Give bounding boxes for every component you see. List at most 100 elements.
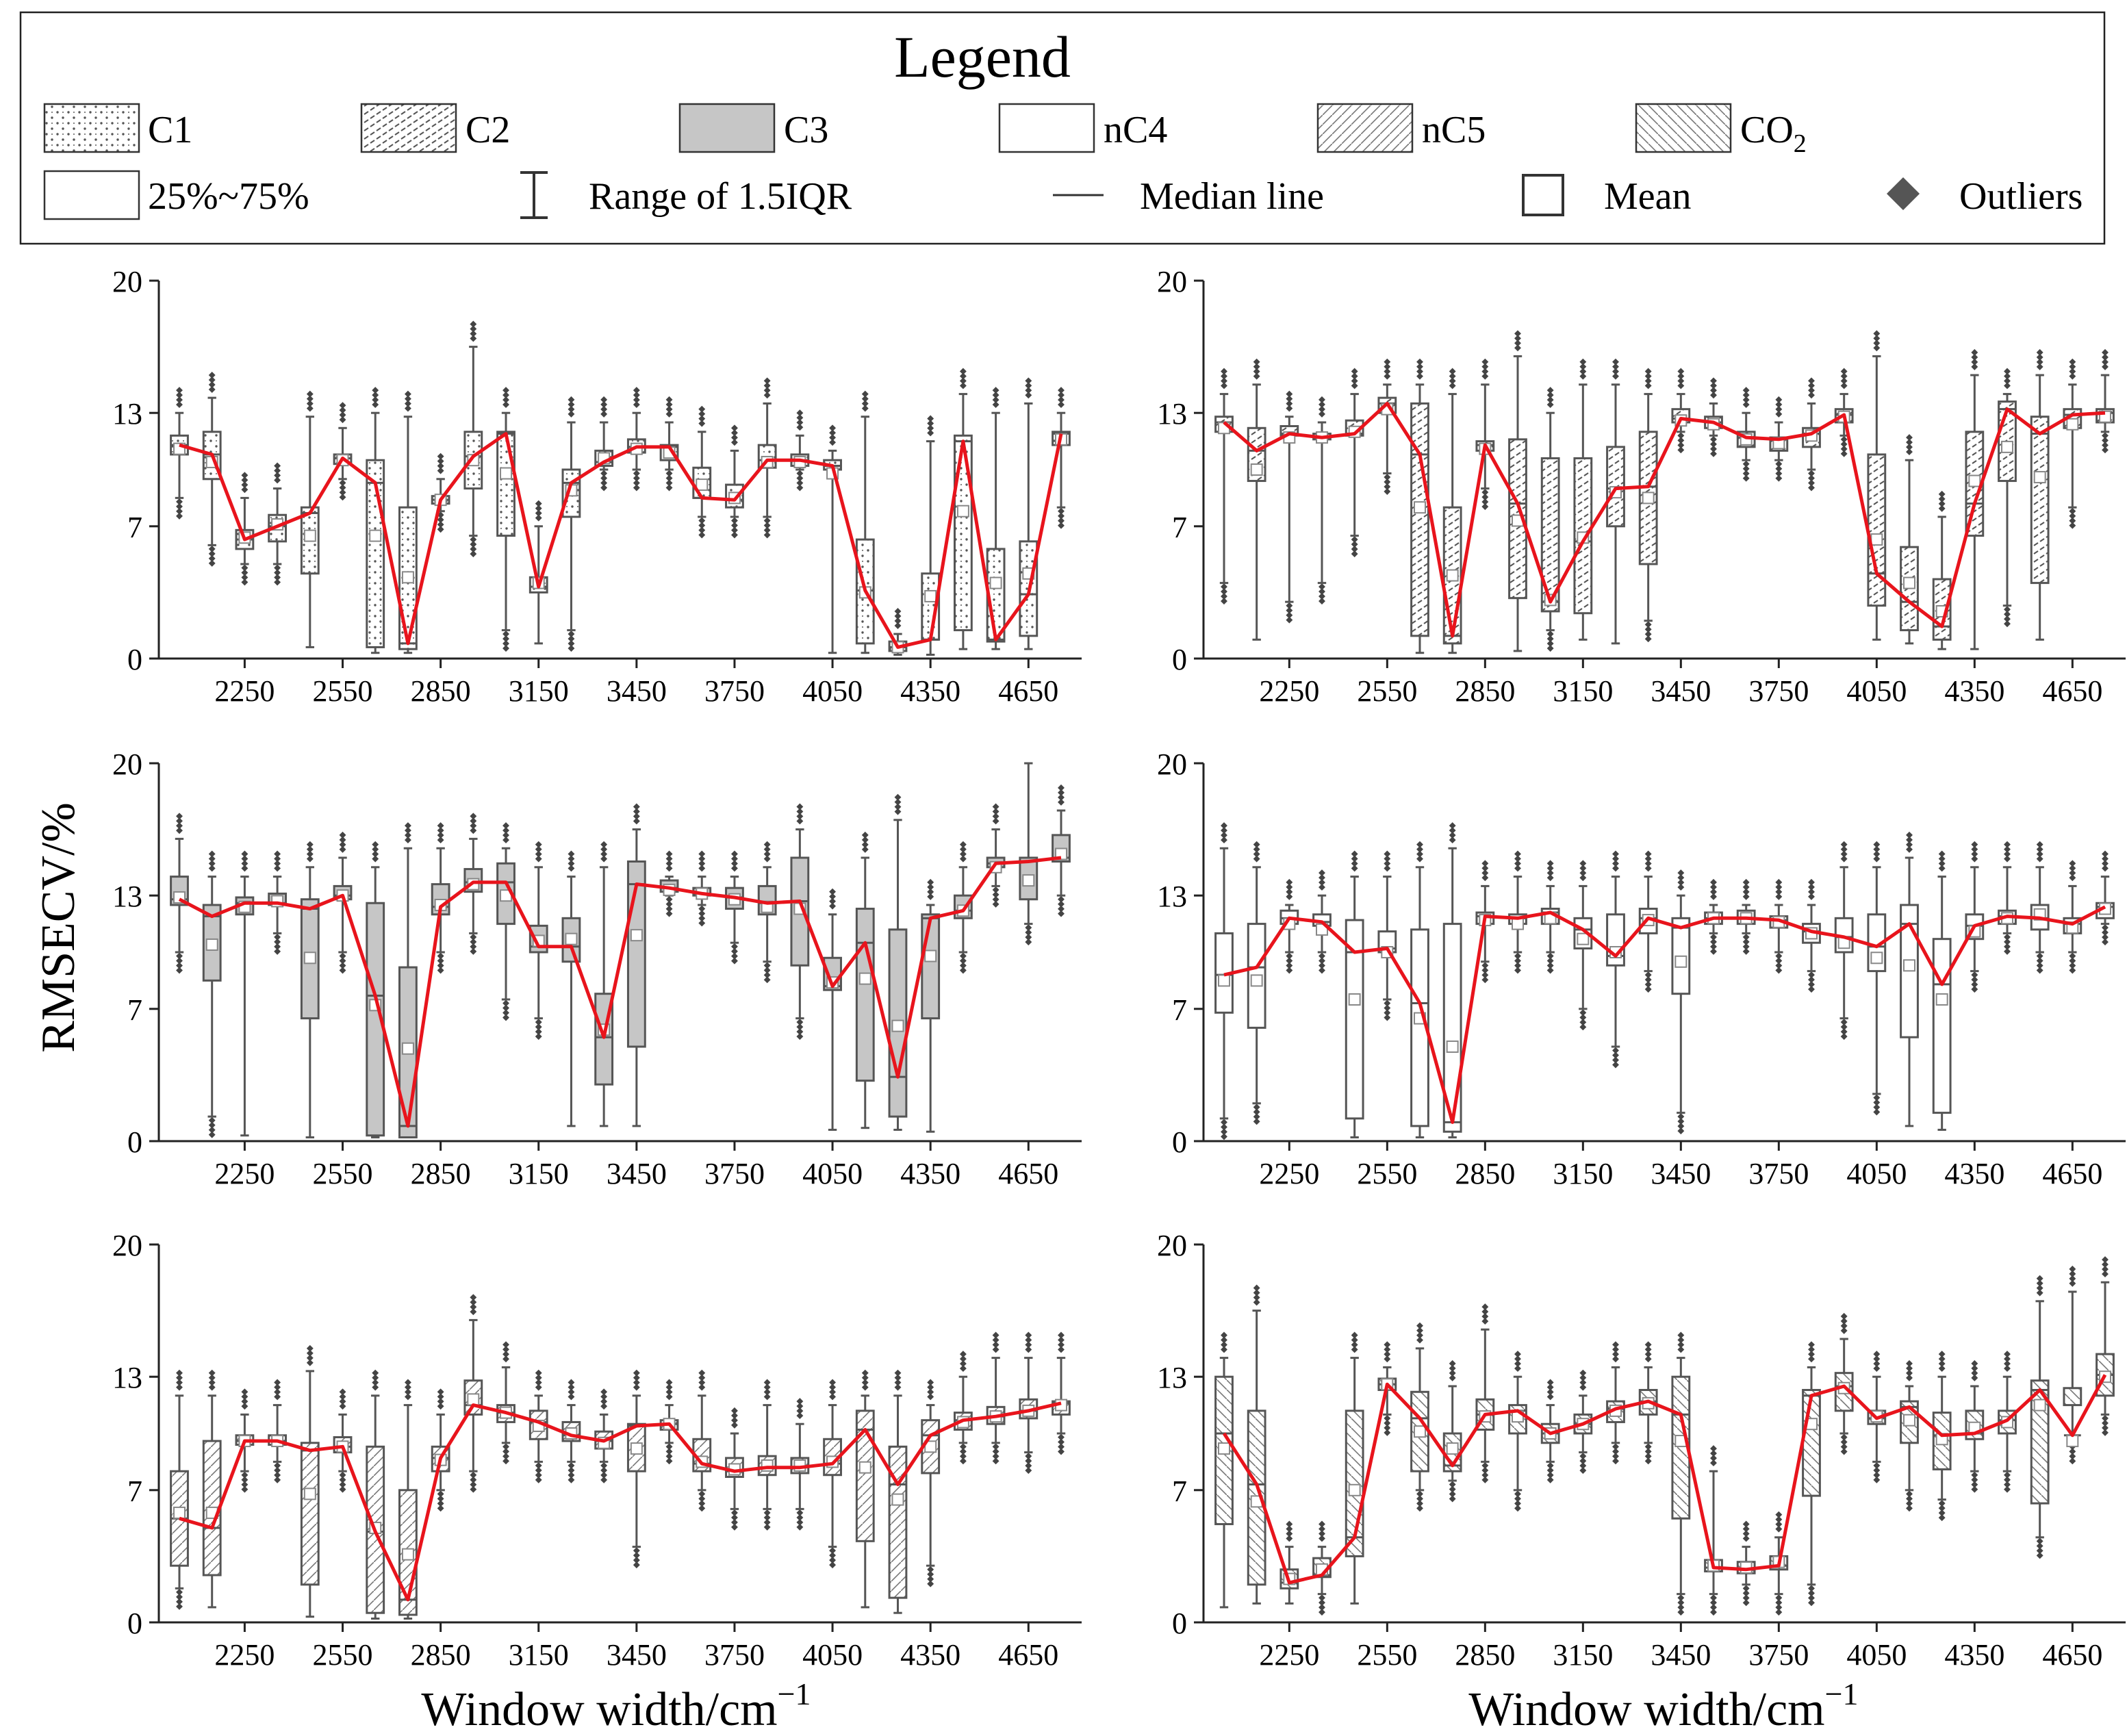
box-2450 [300, 1344, 320, 1618]
outlier-point [404, 1393, 411, 1401]
outlier-point [731, 434, 738, 442]
outlier-point [1840, 1433, 1848, 1441]
x-tick-label: 2850 [411, 674, 471, 708]
outlier-point [1546, 1388, 1554, 1396]
outlier-point [927, 415, 934, 422]
outlier-point [796, 1509, 804, 1516]
outlier-point [796, 1398, 804, 1405]
outliers [1808, 377, 1815, 492]
legend-swatch-co2 [1635, 103, 1732, 153]
legend-element-range: Range of 1.5IQR [520, 171, 852, 219]
outlier-point [927, 1566, 934, 1573]
outlier-point [1221, 1346, 1227, 1353]
box-2650 [1410, 358, 1429, 654]
outlier-point [2102, 850, 2109, 858]
legend-outliers-label: Outliers [1959, 175, 2083, 218]
outlier-point [176, 813, 183, 820]
outlier-point [470, 1476, 477, 1483]
outlier-point [1058, 401, 1065, 409]
outlier-point [470, 817, 477, 825]
outlier-point [1840, 1019, 1848, 1026]
outlier-point [176, 387, 183, 394]
outlier-point [1546, 957, 1554, 965]
outliers [1742, 1520, 1750, 1607]
outlier-point [763, 1383, 771, 1391]
outlier-point [1546, 1461, 1554, 1469]
outlier-point [1742, 1530, 1750, 1537]
outlier-point [763, 971, 771, 979]
x-tick-label: 4050 [802, 1157, 863, 1190]
outlier-point [2004, 841, 2011, 848]
outlier-point [1514, 855, 1521, 863]
outlier-point [1906, 831, 1913, 839]
outlier-point [1840, 1023, 1848, 1031]
outlier-point [1319, 1599, 1325, 1607]
outlier-point [568, 645, 575, 652]
mean-marker [1577, 932, 1590, 945]
outlier-point [731, 1421, 738, 1429]
legend-series-co2: CO2 [1635, 103, 1807, 158]
outlier-point [568, 400, 575, 408]
outlier-point [1546, 1466, 1554, 1474]
box-2650 [1410, 1322, 1429, 1512]
outlier-point [208, 545, 216, 552]
outlier-point [665, 1443, 673, 1451]
outlier-point [600, 470, 608, 477]
outlier-point [665, 405, 673, 413]
outliers [1025, 924, 1032, 946]
outlier-point [1384, 1355, 1391, 1363]
outlier-point [1416, 850, 1423, 858]
outlier-point [2004, 615, 2011, 623]
iqr-box [2030, 416, 2050, 585]
outlier-point [1416, 1490, 1423, 1498]
outlier-point [1775, 474, 1783, 482]
outlier-point [731, 1416, 738, 1424]
median-trend-line [179, 432, 1063, 649]
box-3350 [1638, 368, 1658, 643]
outliers [665, 396, 673, 492]
outliers [1546, 387, 1554, 652]
outlier-point [274, 1461, 281, 1469]
outlier-point [2102, 1266, 2109, 1273]
mean-marker [1446, 569, 1459, 582]
outlier-point [992, 817, 999, 825]
outlier-point [665, 1379, 673, 1386]
outlier-point [1416, 363, 1423, 370]
x-tick-label: 4350 [1944, 1638, 2004, 1672]
outlier-point [2004, 938, 2011, 945]
outlier-point [568, 635, 575, 643]
outlier-point [1971, 1471, 1978, 1479]
outlier-point [470, 1485, 477, 1493]
outlier-point [992, 401, 999, 409]
outlier-point [763, 1509, 771, 1516]
mean-marker [891, 1493, 904, 1506]
outlier-point [1384, 1346, 1391, 1353]
outliers [535, 1369, 542, 1483]
outlier-point [274, 933, 281, 941]
outlier-point [992, 886, 999, 893]
outliers [339, 402, 346, 501]
outlier-point [1677, 432, 1685, 439]
outliers [2102, 348, 2109, 454]
outlier-point [535, 1033, 542, 1041]
box-4450 [953, 841, 973, 974]
y-tick-label: 7 [127, 993, 142, 1027]
outliers [1416, 841, 1423, 863]
outlier-point [1710, 883, 1717, 891]
outlier-point [1058, 895, 1065, 903]
outlier-point [502, 387, 509, 394]
outlier-point [927, 1393, 934, 1401]
outlier-point [1644, 976, 1652, 984]
mean-marker [858, 972, 871, 985]
mean-marker [1903, 1414, 1915, 1427]
box-2650 [366, 1369, 385, 1620]
mean-marker [173, 1506, 186, 1519]
outlier-point [1612, 1443, 1619, 1451]
outlier-point [1873, 1466, 1881, 1474]
outlier-point [176, 512, 183, 520]
x-axis-label-right-sup: −1 [1825, 1676, 1859, 1711]
mean-marker [630, 1442, 643, 1455]
outlier-point [1579, 874, 1587, 882]
